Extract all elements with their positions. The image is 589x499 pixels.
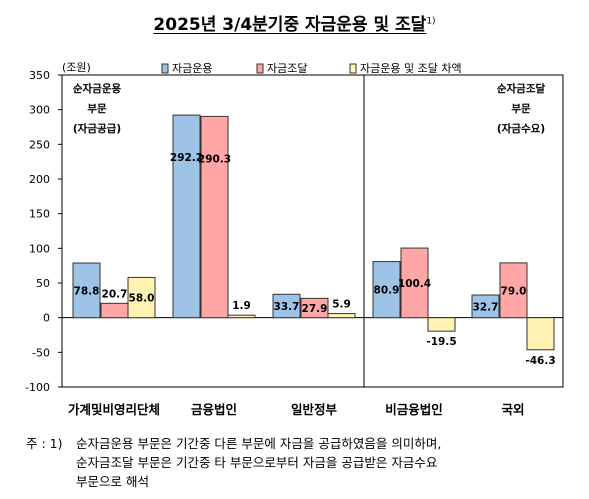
y-tick-label: 250 <box>29 138 50 151</box>
y-tick-label: 50 <box>36 277 50 290</box>
footnote: 주 : 1) 순자금운용 부문은 기간중 다른 부문에 자금을 공급하였음을 의… <box>26 434 441 491</box>
axes: -100 -50 0 50 100 150 200 250 300 350 (조원) 가계및비영리단체… <box>25 61 564 417</box>
footnote-prefix: 주 : 1) <box>26 436 63 451</box>
data-label: 1.9 <box>232 300 251 312</box>
x-category-label: 금융법인 <box>191 402 237 417</box>
bar <box>200 115 229 319</box>
y-tick-label: 150 <box>29 208 50 221</box>
bar <box>400 247 429 319</box>
data-label: 58.0 <box>129 293 155 305</box>
y-tick-label: -50 <box>32 346 50 359</box>
bar <box>471 294 500 319</box>
data-label: 292.2 <box>170 152 203 164</box>
annotation-right: 순자금조달 <box>497 82 546 95</box>
bar <box>327 313 356 319</box>
data-labels: 78.8 292.2 33.7 80.9 32.7 20.7 290.3 27.9 100.4 7… <box>74 152 556 367</box>
bar <box>227 314 256 319</box>
footnote-line: 부문으로 해석 <box>26 472 441 491</box>
footnote-text-3: 부문으로 해석 <box>76 474 149 489</box>
title-footnote-mark: 1) <box>426 16 436 27</box>
data-label: 79.0 <box>501 285 527 297</box>
bar <box>72 262 101 319</box>
data-label: -19.5 <box>426 336 456 348</box>
annotation-right: (자금수요) <box>497 122 545 135</box>
data-label: 32.7 <box>473 301 499 313</box>
data-label: -46.3 <box>525 355 555 367</box>
footnote-line: 순자금조달 부문은 기간중 타 부문으로부터 자금을 공급받은 자금수요 <box>26 453 441 472</box>
legend-label: 자금조달 <box>267 62 307 75</box>
y-tick-label: 200 <box>29 173 50 186</box>
data-label: 5.9 <box>332 299 351 311</box>
x-category-label: 비금융법인 <box>385 402 443 417</box>
bar <box>526 317 555 351</box>
x-category-label: 국외 <box>501 402 524 417</box>
annotation-right: 부문 <box>511 103 531 115</box>
bars <box>72 114 555 351</box>
legend-swatch <box>256 63 264 74</box>
data-label: 33.7 <box>274 301 300 313</box>
y-tick-label: 100 <box>29 242 50 255</box>
plot-frame <box>61 74 564 388</box>
x-category-label: 가계및비영리단체 <box>68 402 160 417</box>
chart-title: 2025년 3/4분기중 자금운용 및 조달1) <box>0 10 589 35</box>
data-label: 78.8 <box>74 285 100 297</box>
bar-chart: -100 -50 0 50 100 150 200 250 300 350 (조원) 가계및비영리단체… <box>25 61 564 417</box>
annotation-left: (자금공급) <box>73 122 121 135</box>
annotation-left: 부문 <box>87 103 107 115</box>
data-label: 20.7 <box>102 288 128 300</box>
bar <box>300 297 329 319</box>
annotation-left: 순자금운용 <box>73 82 122 95</box>
bar <box>372 261 401 319</box>
y-tick-label: 350 <box>29 69 50 82</box>
footnote-line: 주 : 1) 순자금운용 부문은 기간중 다른 부문에 자금을 공급하였음을 의… <box>26 434 441 453</box>
x-category-label: 일반정부 <box>291 402 338 417</box>
bar <box>499 262 528 319</box>
legend: 자금운용 자금조달 자금운용 및 조달 차액 <box>161 62 462 75</box>
legend-swatch <box>161 63 169 74</box>
chart-title-text: 2025년 3/4분기중 자금운용 및 조달 <box>153 15 427 35</box>
bar <box>427 317 456 332</box>
y-axis-unit: (조원) <box>62 61 91 74</box>
y-tick-label: -100 <box>25 381 50 394</box>
bar <box>272 293 301 319</box>
footnote-text-1: 순자금운용 부문은 기간중 다른 부문에 자금을 공급하였음을 의미하며, <box>76 436 442 451</box>
data-label: 290.3 <box>198 153 231 165</box>
legend-swatch <box>349 63 357 74</box>
data-label: 80.9 <box>374 285 400 297</box>
bar <box>127 276 156 319</box>
data-label: 27.9 <box>302 303 328 315</box>
bar <box>100 302 129 319</box>
y-tick-label: 0 <box>43 312 50 325</box>
data-label: 100.4 <box>398 278 431 290</box>
bar <box>172 114 201 319</box>
footnote-text-2: 순자금조달 부문은 기간중 타 부문으로부터 자금을 공급받은 자금수요 <box>76 455 438 470</box>
y-tick-label: 300 <box>29 104 50 117</box>
legend-label: 자금운용 <box>172 62 212 75</box>
legend-label: 자금운용 및 조달 차액 <box>360 62 462 75</box>
